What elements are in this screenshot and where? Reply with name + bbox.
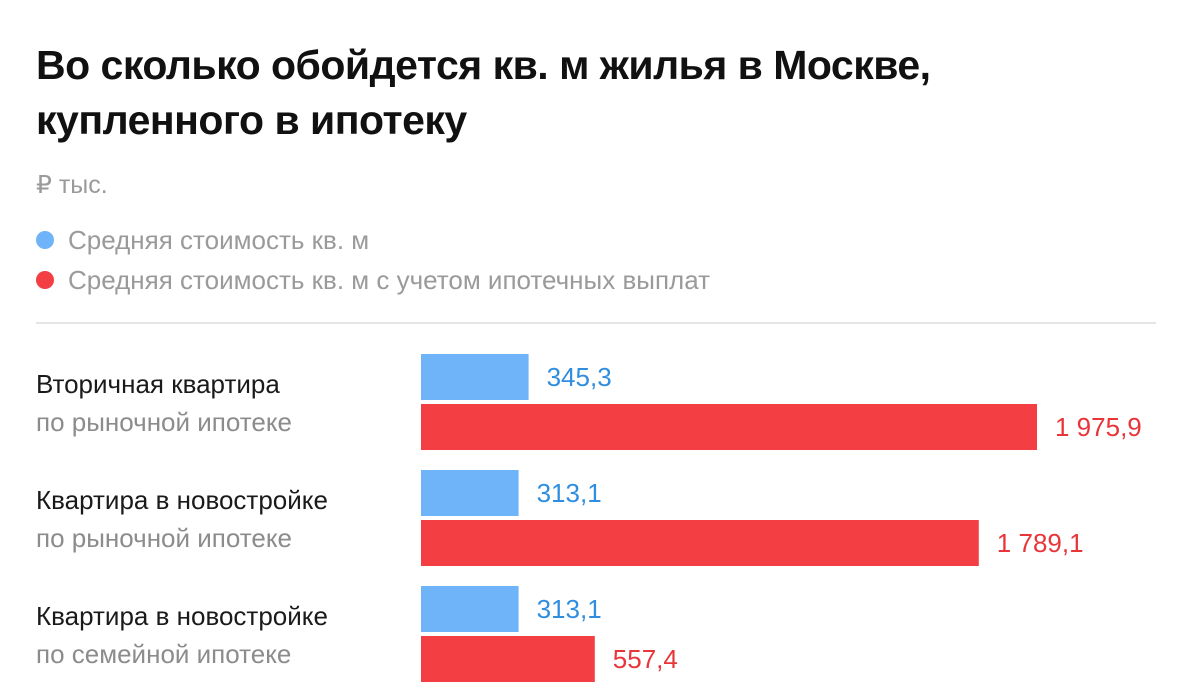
legend: Средняя стоимость кв. м Средняя стоимост…	[36, 220, 710, 300]
legend-swatch-avg-price	[36, 231, 54, 249]
category-label-line-2: по семейной ипотеке	[36, 639, 292, 669]
legend-item-avg-price: Средняя стоимость кв. м	[36, 220, 710, 260]
value-label-avg-price-3: 313,1	[537, 594, 602, 624]
bar-mortgage-price-1	[421, 404, 1037, 450]
category-label-secondary-market: Вторичная квартира по рыночной ипотеке	[36, 365, 416, 441]
chart-title-line-2: купленного в ипотеку	[36, 97, 467, 143]
bar-mortgage-price-2	[421, 520, 979, 566]
value-label-avg-price-2: 313,1	[537, 478, 602, 508]
value-label-avg-price-1: 345,3	[547, 362, 612, 392]
category-label-line-1: Вторичная квартира	[36, 369, 280, 399]
category-label-line-1: Квартира в новостройке	[36, 601, 328, 631]
legend-item-mortgage-price: Средняя стоимость кв. м с учетом ипотечн…	[36, 260, 710, 300]
category-label-new-family: Квартира в новостройке по семейной ипоте…	[36, 597, 416, 673]
bar-avg-price-2	[421, 470, 519, 516]
value-label-mortgage-price-3: 557,4	[613, 644, 678, 674]
bar-mortgage-price-3	[421, 636, 595, 682]
value-label-mortgage-price-1: 1 975,9	[1055, 412, 1142, 442]
legend-label-avg-price: Средняя стоимость кв. м	[68, 224, 370, 255]
category-label-line-2: по рыночной ипотеке	[36, 523, 292, 553]
category-label-line-1: Квартира в новостройке	[36, 485, 328, 515]
divider	[36, 322, 1156, 324]
unit-label: ₽ тыс.	[36, 171, 108, 199]
bar-avg-price-1	[421, 354, 529, 400]
category-label-new-market: Квартира в новостройке по рыночной ипоте…	[36, 481, 416, 557]
chart-title: Во сколько обойдется кв. м жилья в Москв…	[36, 38, 1156, 148]
bar-avg-price-3	[421, 586, 519, 632]
value-label-mortgage-price-2: 1 789,1	[997, 528, 1084, 558]
chart-title-line-1: Во сколько обойдется кв. м жилья в Москв…	[36, 42, 931, 88]
legend-label-mortgage-price: Средняя стоимость кв. м с учетом ипотечн…	[68, 264, 710, 295]
legend-swatch-mortgage-price	[36, 271, 54, 289]
category-label-line-2: по рыночной ипотеке	[36, 407, 292, 437]
